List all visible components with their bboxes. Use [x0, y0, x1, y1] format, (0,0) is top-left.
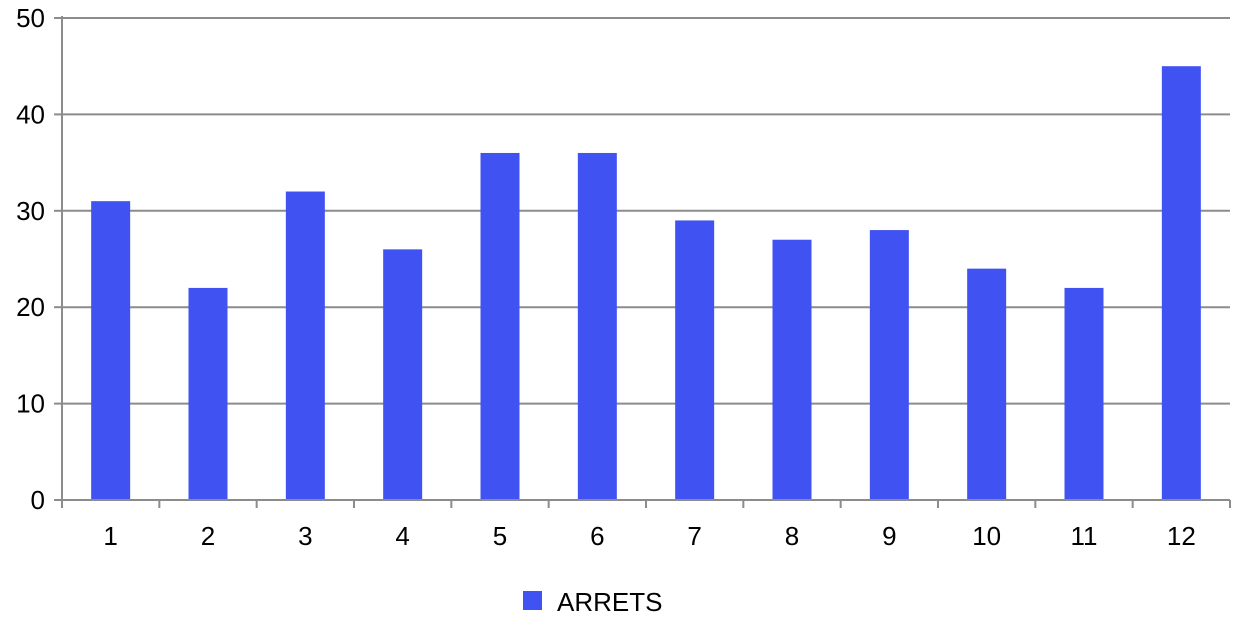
y-tick-label-50: 50: [16, 3, 45, 33]
legend-swatch: [523, 591, 542, 610]
bar-8: [772, 239, 812, 500]
x-tick-label-7: 7: [687, 521, 701, 551]
axes: [54, 16, 1231, 508]
bar-4: [383, 249, 423, 500]
x-tick-label-12: 12: [1167, 521, 1196, 551]
bar-12: [1161, 66, 1201, 500]
y-tick-label-20: 20: [16, 292, 45, 322]
x-tick-label-3: 3: [298, 521, 312, 551]
x-axis-tick-labels: 1 2 3 4 5 6 7 8 9 10 11 12: [103, 521, 1195, 551]
bar-7: [675, 220, 715, 500]
x-tick-label-11: 11: [1071, 521, 1098, 551]
bar-5: [480, 152, 520, 500]
x-tick-label-2: 2: [201, 521, 215, 551]
bar-1: [91, 201, 131, 500]
bar-6: [577, 152, 617, 500]
x-tick-label-8: 8: [785, 521, 799, 551]
gridlines: [62, 17, 1230, 405]
bar-2: [188, 287, 228, 500]
bar-9: [869, 230, 909, 500]
legend-label-arrets: ARRETS: [557, 587, 662, 617]
x-tick-label-1: 1: [103, 521, 117, 551]
y-axis-tick-labels: 0 10 20 30 40 50: [16, 3, 45, 515]
bar-11: [1064, 287, 1104, 500]
bar-10: [967, 268, 1007, 500]
x-tick-label-9: 9: [882, 521, 896, 551]
y-tick-label-0: 0: [31, 485, 45, 515]
y-tick-label-40: 40: [16, 99, 45, 129]
x-tick-label-4: 4: [395, 521, 409, 551]
x-tick-label-10: 10: [972, 521, 1001, 551]
bar-3: [285, 191, 325, 500]
bars: [91, 66, 1201, 500]
y-tick-label-10: 10: [16, 389, 45, 419]
legend: ARRETS: [523, 587, 662, 617]
y-tick-label-30: 30: [16, 196, 45, 226]
x-tick-label-6: 6: [590, 521, 604, 551]
x-tick-label-5: 5: [493, 521, 507, 551]
